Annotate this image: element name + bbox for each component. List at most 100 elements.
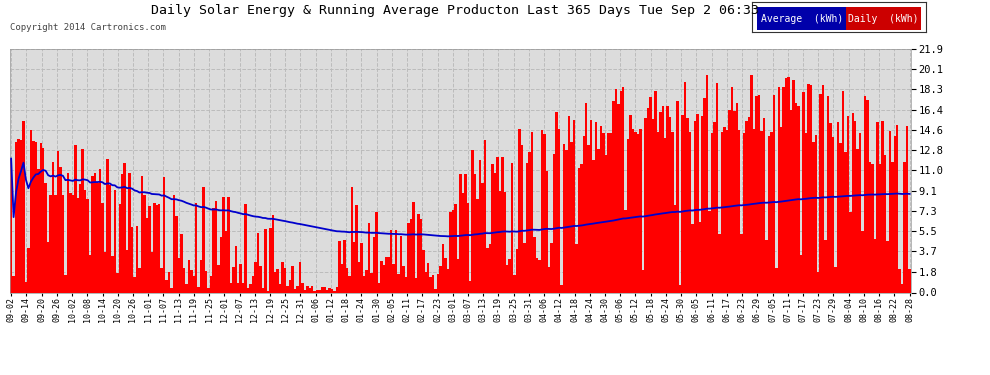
Bar	[489, 244, 491, 292]
Bar	[476, 199, 479, 292]
Bar	[587, 145, 590, 292]
Bar	[750, 75, 752, 292]
Bar	[407, 222, 410, 292]
Bar	[649, 97, 651, 292]
Bar	[124, 163, 126, 292]
Bar	[101, 203, 104, 292]
Bar	[59, 167, 61, 292]
Bar	[622, 87, 625, 292]
Bar	[392, 264, 395, 292]
Bar	[175, 216, 178, 292]
Bar	[674, 205, 676, 292]
Bar	[247, 288, 249, 292]
Bar	[627, 139, 630, 292]
Bar	[612, 101, 615, 292]
Bar	[837, 123, 840, 292]
Bar	[284, 268, 286, 292]
Bar	[790, 110, 792, 292]
Bar	[570, 142, 572, 292]
Bar	[202, 187, 205, 292]
Bar	[681, 115, 684, 292]
Bar	[820, 94, 822, 292]
Bar	[745, 121, 747, 292]
Bar	[605, 155, 607, 292]
Bar	[422, 250, 425, 292]
Bar	[249, 284, 251, 292]
Bar	[884, 154, 886, 292]
Bar	[506, 265, 509, 292]
Bar	[111, 256, 114, 292]
Bar	[694, 121, 696, 292]
Bar	[395, 230, 397, 292]
Bar	[79, 184, 81, 292]
Bar	[716, 83, 719, 292]
Bar	[81, 149, 84, 292]
Bar	[494, 173, 496, 292]
Bar	[240, 264, 242, 292]
Bar	[410, 219, 412, 292]
Bar	[684, 82, 686, 292]
Bar	[324, 287, 326, 292]
Bar	[12, 276, 15, 292]
Bar	[659, 112, 661, 292]
Bar	[726, 130, 729, 292]
Bar	[259, 266, 261, 292]
Bar	[514, 275, 516, 292]
Bar	[580, 164, 582, 292]
Bar	[207, 288, 210, 292]
Bar	[459, 174, 461, 292]
Bar	[709, 211, 711, 292]
Bar	[289, 280, 291, 292]
Bar	[501, 156, 504, 292]
Bar	[842, 91, 844, 292]
Bar	[869, 162, 871, 292]
Bar	[536, 258, 539, 292]
Bar	[539, 260, 541, 292]
Bar	[197, 287, 200, 292]
Bar	[200, 260, 202, 292]
Bar	[521, 145, 524, 292]
Bar	[484, 141, 486, 292]
Bar	[550, 243, 552, 292]
Bar	[782, 87, 785, 292]
Bar	[326, 290, 329, 292]
Bar	[851, 113, 854, 292]
Bar	[94, 173, 96, 292]
Bar	[141, 176, 144, 292]
Bar	[572, 120, 575, 292]
Bar	[222, 198, 225, 292]
Bar	[747, 117, 750, 292]
Bar	[654, 91, 656, 292]
Bar	[879, 165, 881, 292]
Bar	[846, 116, 849, 292]
Bar	[560, 285, 562, 292]
Bar	[881, 121, 884, 292]
Bar	[114, 190, 116, 292]
Bar	[430, 278, 432, 292]
Bar	[770, 132, 772, 292]
Bar	[733, 111, 736, 292]
Bar	[148, 206, 150, 292]
Bar	[835, 267, 837, 292]
Bar	[64, 275, 66, 292]
Bar	[350, 187, 353, 292]
Bar	[40, 143, 42, 292]
Bar	[116, 273, 119, 292]
Bar	[899, 269, 901, 292]
Bar	[51, 162, 54, 292]
Bar	[894, 136, 896, 292]
Bar	[299, 262, 301, 292]
Bar	[585, 103, 587, 292]
Bar	[42, 148, 45, 292]
Bar	[691, 224, 694, 292]
Bar	[230, 283, 232, 292]
Bar	[714, 122, 716, 292]
Bar	[192, 276, 195, 292]
Bar	[321, 287, 324, 292]
Bar	[891, 162, 894, 292]
Bar	[795, 103, 797, 292]
Bar	[54, 195, 56, 292]
Bar	[565, 150, 567, 292]
Bar	[531, 132, 534, 292]
Bar	[400, 236, 402, 292]
